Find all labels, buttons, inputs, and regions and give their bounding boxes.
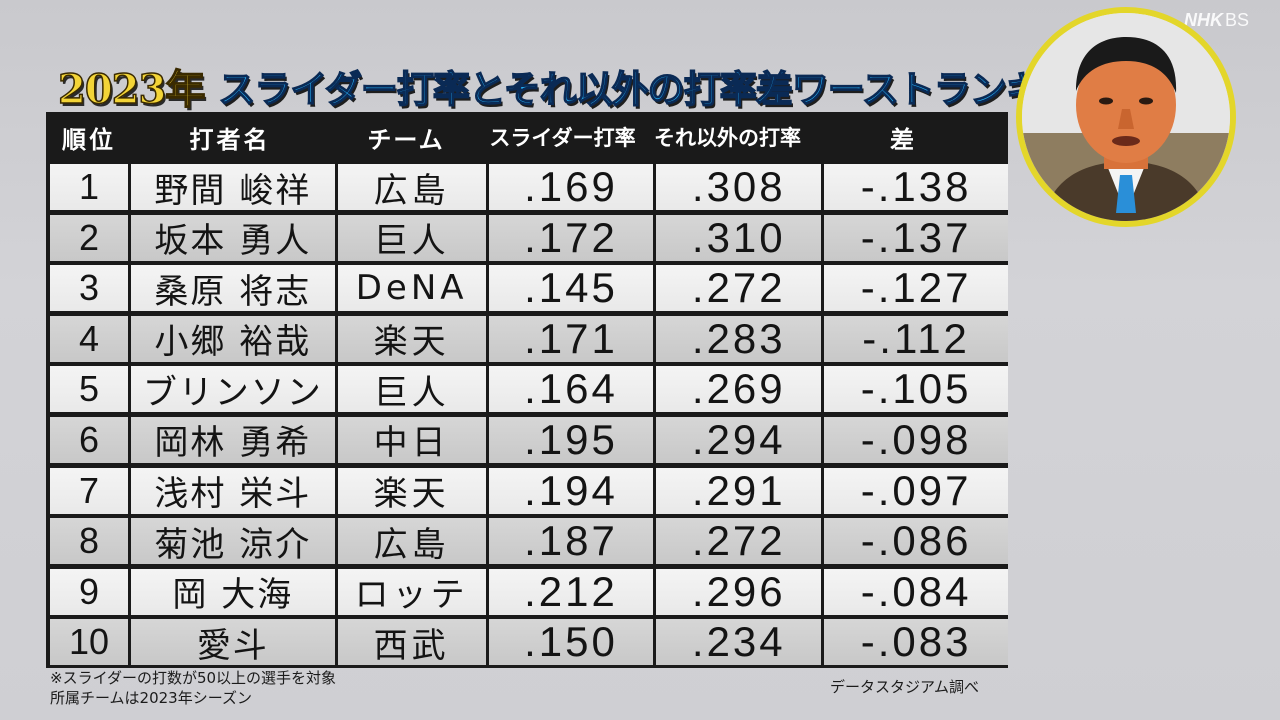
table-header: 順位 打者名 チーム スライダー打率 それ以外の打率 差 — [46, 112, 1008, 162]
cell-rank: 4 — [50, 315, 128, 362]
header-other-avg: それ以外の打率 — [654, 126, 801, 150]
cell-slider-avg: .164 — [488, 365, 654, 413]
cell-batter: 岡林 勇希 — [130, 416, 335, 463]
cell-team: 巨人 — [337, 366, 486, 413]
cell-slider-avg: .145 — [488, 264, 654, 312]
cell-batter: 坂本 勇人 — [130, 214, 335, 261]
cell-team: 楽天 — [337, 315, 486, 362]
ranking-table: 順位 打者名 チーム スライダー打率 それ以外の打率 差 1 野間 峻祥 広島 .16… — [46, 112, 1009, 668]
cell-team: ロッテ — [337, 568, 486, 615]
cell-diff: -.112 — [824, 315, 1009, 362]
cell-diff: -.098 — [824, 416, 1009, 463]
cell-batter: ブリンソン — [130, 366, 335, 413]
cell-other-avg: .283 — [656, 315, 822, 362]
cell-slider-avg: .169 — [488, 163, 654, 210]
cell-diff: -.083 — [824, 618, 1009, 666]
table-row: 2 坂本 勇人 巨人 .172.310 -.137 — [46, 213, 1009, 264]
header-batter: 打者名 — [189, 125, 271, 154]
cell-other-avg: .291 — [656, 467, 822, 514]
cell-diff: -.137 — [824, 214, 1009, 261]
cell-rank: 2 — [50, 214, 128, 261]
cell-batter: 浅村 栄斗 — [130, 467, 335, 514]
cell-batter: 小郷 裕哉 — [130, 315, 335, 362]
table-row: 8 菊池 涼介 広島 .187.272 -.086 — [46, 516, 1009, 567]
cell-team: DeNA — [337, 265, 486, 312]
cell-other-avg: .269 — [656, 365, 822, 413]
cell-other-avg: .308 — [656, 163, 822, 210]
table-row: 4 小郷 裕哉 楽天 .171.283 -.112 — [46, 314, 1009, 365]
commentator-video — [1022, 13, 1230, 221]
cell-rank: 9 — [50, 568, 128, 615]
cell-other-avg: .310 — [656, 214, 822, 261]
cell-batter: 菊池 涼介 — [130, 518, 335, 565]
table-row: 10 愛斗 西武 .150.234 -.083 — [46, 617, 1009, 668]
title-year: 2023年 — [57, 65, 206, 114]
cell-batter: 桑原 将志 — [130, 265, 335, 312]
commentator-figure — [1022, 13, 1230, 221]
cell-diff: -.086 — [824, 517, 1009, 565]
footnote: ※スライダーの打数が50以上の選手を対象 所属チームは2023年シーズン — [50, 668, 336, 708]
table-body: 1 野間 峻祥 広島 .169.308 -.138 2 坂本 勇人 巨人 .172.310 -.1… — [46, 162, 1009, 668]
cell-batter: 愛斗 — [130, 619, 335, 666]
footnote-line-1: ※スライダーの打数が50以上の選手を対象 — [50, 669, 337, 687]
footnote-line-2: 所属チームは2023年シーズン — [50, 689, 252, 707]
cell-slider-avg: .195 — [488, 416, 654, 463]
table-row: 6 岡林 勇希 中日 .195.294 -.098 — [46, 415, 1009, 466]
logo-nhk-text: NHK — [1184, 10, 1223, 30]
table-row: 1 野間 峻祥 広島 .169.308 -.138 — [46, 162, 1009, 213]
cell-slider-avg: .150 — [488, 618, 654, 666]
cell-other-avg: .234 — [656, 618, 822, 666]
cell-team: 巨人 — [337, 214, 486, 261]
nhk-bs-logo: NHK BS — [1184, 10, 1249, 31]
cell-rank: 5 — [50, 366, 128, 413]
cell-slider-avg: .212 — [488, 568, 654, 615]
cell-slider-avg: .171 — [488, 315, 654, 362]
cell-other-avg: .272 — [656, 517, 822, 565]
cell-team: 広島 — [337, 518, 486, 565]
cell-slider-avg: .187 — [488, 517, 654, 565]
cell-other-avg: .272 — [656, 264, 822, 312]
cell-diff: -.138 — [824, 163, 1009, 210]
cell-slider-avg: .172 — [488, 214, 654, 261]
cell-slider-avg: .194 — [488, 467, 654, 514]
commentator-wipe — [1016, 7, 1236, 227]
cell-other-avg: .294 — [656, 416, 822, 463]
header-slider-avg: スライダー打率 — [489, 126, 636, 150]
cell-rank: 10 — [50, 619, 128, 666]
cell-other-avg: .296 — [656, 568, 822, 615]
table-row: 3 桑原 将志 DeNA .145.272 -.127 — [46, 263, 1009, 314]
cell-batter: 岡 大海 — [130, 568, 335, 615]
cell-rank: 7 — [50, 467, 128, 514]
cell-team: 広島 — [337, 164, 486, 211]
header-rank: 順位 — [62, 125, 116, 154]
table-row: 7 浅村 栄斗 楽天 .194.291 -.097 — [46, 466, 1009, 517]
cell-team: 中日 — [337, 416, 486, 463]
cell-rank: 8 — [50, 518, 128, 565]
cell-rank: 1 — [50, 164, 128, 210]
cell-team: 西武 — [337, 619, 486, 666]
cell-diff: -.127 — [824, 264, 1009, 312]
data-source: データスタジアム調べ — [830, 678, 979, 696]
cell-batter: 野間 峻祥 — [130, 164, 335, 211]
cell-rank: 3 — [50, 265, 128, 312]
cell-diff: -.084 — [824, 568, 1009, 615]
title-main: スライダー打率とそれ以外の打率差ワーストランキング — [218, 67, 1115, 112]
header-team: チーム — [367, 125, 445, 154]
header-diff: 差 — [890, 125, 914, 154]
logo-bs-text: BS — [1225, 10, 1250, 30]
cell-rank: 6 — [50, 416, 128, 463]
page-title: 2023年 スライダー打率とそれ以外の打率差ワーストランキング — [57, 58, 1115, 114]
cell-team: 楽天 — [337, 467, 486, 514]
cell-diff: -.105 — [824, 365, 1009, 413]
cell-diff: -.097 — [824, 467, 1009, 514]
table-row: 5 ブリンソン 巨人 .164.269 -.105 — [46, 364, 1009, 415]
